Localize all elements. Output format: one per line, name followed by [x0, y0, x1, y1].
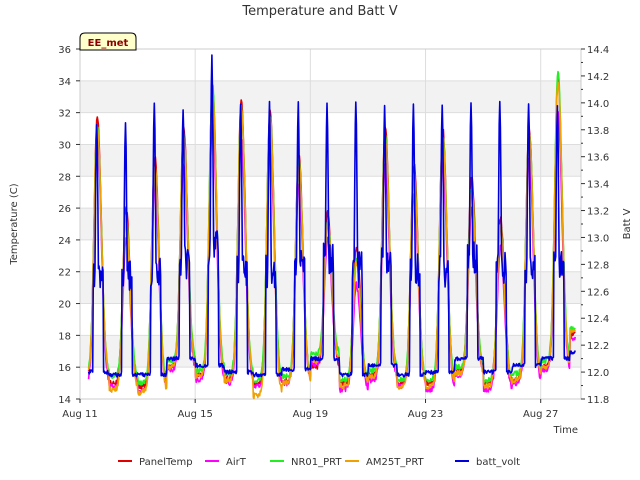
- left-tick-label: 30: [58, 140, 71, 151]
- right-tick-label: 11.8: [587, 395, 609, 406]
- right-tick-label: 13.4: [587, 180, 609, 191]
- right-tick-label: 14.4: [587, 45, 609, 56]
- legend: PanelTemp AirT NR01_PRT AM25T_PRT batt_volt: [118, 457, 520, 468]
- x-tick-label: Aug 23: [408, 409, 443, 420]
- right-tick-label: 14.2: [587, 72, 609, 83]
- legend-item-PanelTemp: PanelTemp: [118, 457, 193, 468]
- band: [80, 80, 581, 113]
- left-tick-label: 28: [58, 172, 71, 183]
- y-right-label: Batt V: [622, 208, 633, 239]
- right-tick-label: 13.6: [587, 153, 609, 164]
- series-line-batt_volt: [87, 54, 576, 378]
- left-tick-label: 24: [58, 236, 71, 247]
- legend-item-AM25T_PRT: AM25T_PRT: [345, 457, 425, 468]
- right-tick-label: 12.8: [587, 260, 609, 271]
- legend-label: batt_volt: [476, 457, 520, 468]
- chart-title: Temperature and Batt V: [241, 4, 397, 19]
- right-tick-label: 12.6: [587, 287, 609, 298]
- station-badge-label: EE_met: [88, 38, 129, 49]
- left-tick-label: 36: [58, 45, 71, 56]
- left-tick-label: 26: [58, 204, 71, 215]
- station-badge: EE_met: [79, 32, 137, 51]
- left-tick-label: 20: [58, 300, 71, 311]
- x-axis-label: Time: [553, 425, 578, 436]
- background-bands: [80, 80, 581, 368]
- legend-label: AirT: [226, 457, 247, 468]
- legend-item-batt_volt: batt_volt: [455, 457, 520, 468]
- y-left-label: Temperature (C): [9, 183, 20, 265]
- series-lines: [87, 54, 576, 400]
- series-line-AM25T_PRT: [87, 81, 576, 400]
- station-badge-shape: [79, 32, 137, 51]
- left-tick-label: 32: [58, 109, 71, 120]
- left-tick-label: 22: [58, 268, 71, 279]
- left-tick-label: 16: [58, 363, 71, 374]
- x-tick-label: Aug 19: [293, 409, 328, 420]
- right-tick-label: 14.0: [587, 99, 609, 110]
- left-tick-label: 14: [58, 395, 71, 406]
- band: [80, 144, 581, 177]
- left-tick-label: 34: [58, 77, 71, 88]
- x-tick-label: Aug 11: [62, 409, 97, 420]
- right-tick-label: 13.2: [587, 207, 609, 218]
- legend-item-AirT: AirT: [205, 457, 247, 468]
- right-tick-label: 12.4: [587, 314, 609, 325]
- right-tick-label: 12.2: [587, 341, 609, 352]
- left-axis-ticks: 14 16 18 20 22 24 26 28 30 32 34 36: [58, 45, 80, 406]
- left-tick-label: 18: [58, 331, 71, 342]
- right-axis-ticks: 11.8 12.0 12.2 12.4 12.6 12.8 13.0 13.2 13.4 13.6…: [581, 45, 609, 406]
- x-tick-label: Aug 15: [177, 409, 212, 420]
- right-tick-label: 13.0: [587, 233, 609, 244]
- x-tick-label: Aug 27: [523, 409, 558, 420]
- legend-label: NR01_PRT: [291, 457, 342, 468]
- legend-item-NR01_PRT: NR01_PRT: [270, 457, 342, 468]
- legend-label: AM25T_PRT: [366, 457, 425, 468]
- right-tick-label: 13.8: [587, 126, 609, 137]
- legend-label: PanelTemp: [139, 457, 193, 468]
- right-tick-label: 12.0: [587, 368, 609, 379]
- x-axis-ticks: Aug 11 Aug 15 Aug 19 Aug 23 Aug 27: [62, 399, 558, 420]
